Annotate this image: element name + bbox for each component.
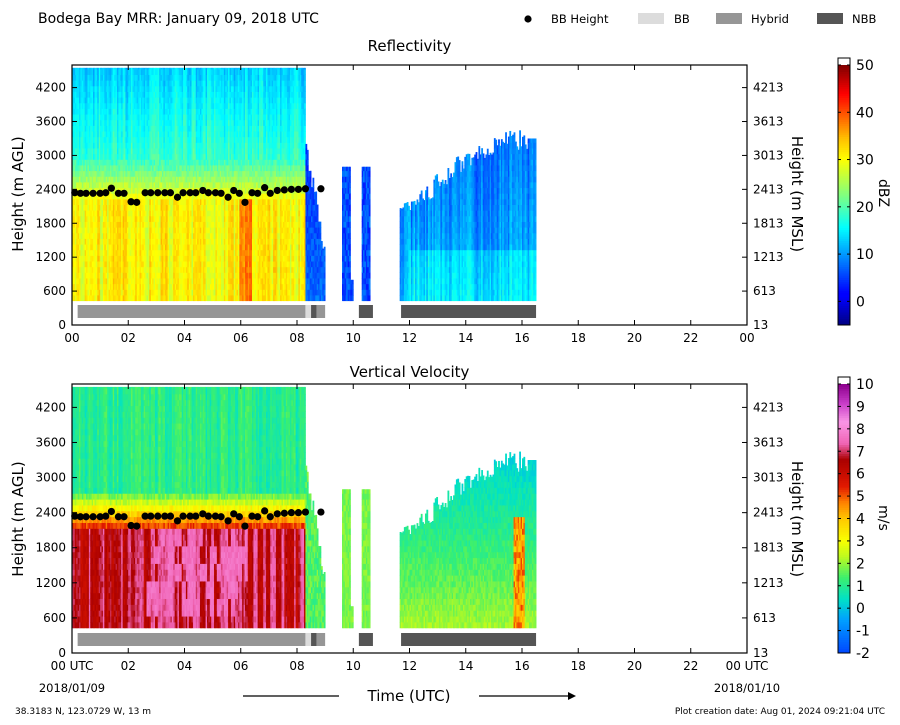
legend-hybrid-swatch (716, 13, 742, 24)
legend: BB Height BB Hybrid NBB (524, 12, 876, 26)
reflectivity-title: Reflectivity (368, 37, 452, 55)
legend-bb-height-marker (524, 15, 531, 22)
reflectivity-plot-area (71, 68, 536, 318)
reflectivity-heatmap (72, 68, 536, 301)
legend-hybrid-label: Hybrid (751, 12, 789, 26)
legend-nbb-swatch (817, 13, 843, 24)
reflectivity-panel: Reflectivity Height (m AGL) Height (m MS… (9, 37, 891, 345)
legend-bb-height-label: BB Height (551, 12, 609, 26)
legend-nbb-label: NBB (852, 12, 876, 26)
figure-title: Bodega Bay MRR: January 09, 2018 UTC (38, 11, 319, 27)
legend-bb-label: BB (674, 12, 690, 26)
legend-bb-swatch (638, 13, 664, 24)
